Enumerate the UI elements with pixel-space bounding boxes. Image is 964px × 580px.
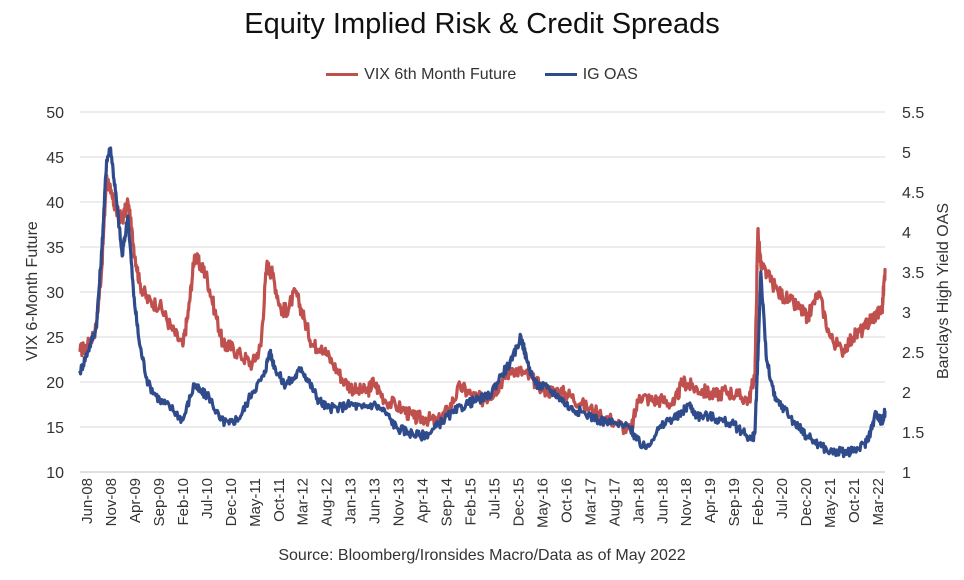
x-tick-label: Dec-10 <box>223 478 240 526</box>
y-tick-left: 20 <box>46 375 64 392</box>
x-tick-label: Oct-21 <box>846 478 863 523</box>
x-tick-label: Feb-20 <box>750 478 767 526</box>
y-tick-left: 50 <box>46 105 64 122</box>
axes: 10 15 20 25 30 35 40 45 50 1 1.5 2 2.5 3 3.5 4 4.5 5 5.5 Ju… <box>46 105 924 528</box>
y-axis-label-left: VIX 6-Month Future <box>24 221 41 361</box>
x-tick-label: Sep-14 <box>439 478 456 526</box>
x-tick-label: Jul-20 <box>774 478 791 519</box>
x-tick-label: Jun-13 <box>367 478 384 524</box>
legend-item-vix: VIX 6th Month Future <box>326 66 516 84</box>
y-tick-right: 5 <box>902 145 911 162</box>
x-tick-label: Dec-20 <box>798 478 815 526</box>
x-tick-label: Apr-19 <box>702 478 719 523</box>
y-tick-left: 45 <box>46 150 64 167</box>
legend-item-ig-oas: IG OAS <box>544 65 638 84</box>
x-tick-label: Jun-08 <box>79 478 96 524</box>
source-note: Source: Bloomberg/Ironsides Macro/Data a… <box>278 547 686 564</box>
x-tick-label: Apr-09 <box>127 478 144 523</box>
y-tick-right: 4.5 <box>902 185 924 202</box>
x-tick-label: Mar-12 <box>295 478 312 526</box>
y-tick-right: 4 <box>902 225 911 242</box>
y-axis-label-right: Barclays High Yield OAS <box>935 203 952 379</box>
y-tick-left: 25 <box>46 330 64 347</box>
x-tick-label: Jun-18 <box>654 478 671 524</box>
x-tick-label: Sep-09 <box>151 478 168 526</box>
chart-title: Equity Implied Risk & Credit Spreads <box>244 8 720 40</box>
x-tick-label: Aug-12 <box>319 478 336 526</box>
y-tick-right: 3.5 <box>902 265 924 282</box>
y-tick-right: 1 <box>902 465 911 482</box>
legend-label-ig-oas: IG OAS <box>582 65 638 83</box>
y-tick-left: 10 <box>46 465 64 482</box>
y-tick-right: 3 <box>902 305 911 322</box>
x-tick-label: Aug-17 <box>606 478 623 526</box>
y-tick-right: 2.5 <box>902 345 924 362</box>
x-tick-label: Feb-10 <box>175 478 192 526</box>
x-tick-label: Apr-14 <box>415 478 432 523</box>
x-tick-label: Jan-13 <box>343 478 360 524</box>
x-tick-label: Nov-08 <box>103 478 120 526</box>
x-tick-label: Oct-16 <box>558 478 575 523</box>
series-line-vix <box>78 173 887 436</box>
x-tick-label: May-16 <box>534 478 551 528</box>
legend-swatch-ig-oas <box>544 73 577 76</box>
legend-swatch-vix <box>326 73 359 76</box>
x-tick-label: May-11 <box>247 478 264 527</box>
x-tick-label: Nov-13 <box>391 478 408 526</box>
y-tick-left: 30 <box>46 285 64 302</box>
x-tick-label: Jul-15 <box>487 478 504 519</box>
x-tick-label: Oct-11 <box>271 478 288 522</box>
y-tick-right: 1.5 <box>902 425 924 442</box>
y-tick-left: 35 <box>46 240 64 257</box>
y-tick-right: 2 <box>902 385 911 402</box>
x-tick-label: Nov-18 <box>678 478 695 526</box>
x-tick-label: Jan-18 <box>630 478 647 524</box>
series-line-ig-oas <box>78 146 887 459</box>
gridlines <box>80 111 885 473</box>
y-tick-left: 15 <box>46 420 64 437</box>
x-tick-label: Mar-22 <box>870 478 887 526</box>
y-tick-left: 40 <box>46 195 64 212</box>
x-tick-label: Sep-19 <box>726 478 743 526</box>
x-tick-label: Feb-15 <box>463 478 480 526</box>
x-tick-label: Mar-17 <box>582 478 599 526</box>
x-tick-label: May-21 <box>822 478 839 528</box>
y-tick-right: 5.5 <box>902 105 924 122</box>
x-tick-label: Jul-10 <box>199 478 216 519</box>
series-lines <box>78 146 887 459</box>
x-tick-label: Dec-15 <box>511 478 528 526</box>
legend: VIX 6th Month Future IG OAS <box>0 63 964 84</box>
legend-label-vix: VIX 6th Month Future <box>364 65 517 83</box>
